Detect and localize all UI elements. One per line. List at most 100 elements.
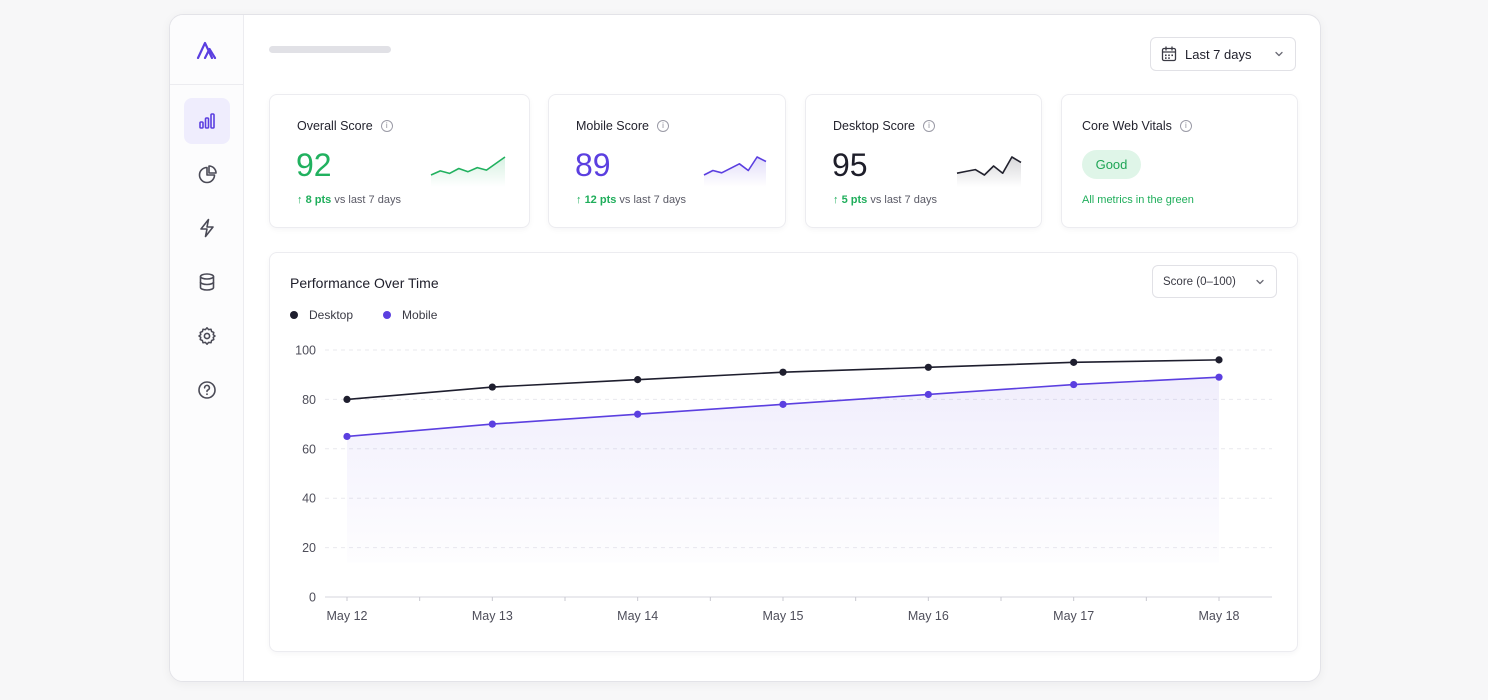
gear-icon [198,327,216,345]
sidebar-item-reports[interactable] [184,152,230,198]
overall-delta: ↑ 8 pts vs last 7 days [297,194,401,206]
legend-item-mobile[interactable]: Mobile [383,308,437,322]
data-point-desktop[interactable] [488,383,496,391]
mobile-area [347,377,1219,563]
card-title: Mobile Score [576,119,649,133]
delta-suffix: vs last 7 days [334,194,401,206]
x-tick-label: May 14 [617,609,658,623]
chart-legend: Desktop Mobile [290,308,437,322]
mobile-score-card: Mobile Score i 89 ↑ 12 pts vs last 7 day… [548,94,786,228]
overall-sparkline [430,156,506,187]
pie-chart-icon [198,165,217,184]
x-tick-label: May 16 [908,609,949,623]
y-tick-label: 100 [295,344,316,358]
data-point-desktop[interactable] [1070,358,1078,366]
performance-chart: 0 20 40 60 80 100 May 12 May 13 May 14 May 15 May … [295,344,1272,623]
legend-dot [383,311,392,319]
card-title: Overall Score [297,119,373,133]
sparkline-line [430,156,506,176]
date-range-label: Last 7 days [1185,46,1252,62]
sparkline-area [704,157,766,187]
sidebar-item-analytics[interactable] [184,98,230,144]
chart-title: Performance Over Time [290,275,439,291]
app-window: Last 7 days Overall Score i 92 ↑ 8 pts v… [169,14,1321,682]
status-badge: Good [1082,150,1141,179]
calendar-icon [1161,46,1177,62]
page-title-placeholder [269,46,391,53]
sparkline-area [957,157,1021,187]
x-tick-label: May 18 [1199,609,1240,623]
desktop-sparkline [956,156,1022,187]
sidebar-item-performance[interactable] [184,205,230,251]
delta-suffix: vs last 7 days [619,194,687,206]
help-circle-icon [198,381,216,399]
logo-icon [196,41,217,59]
mobile-score-value: 89 [575,147,611,183]
delta-value: 5 pts [841,194,868,206]
sidebar [170,15,244,681]
data-point-desktop[interactable] [343,395,351,403]
card-title: Core Web Vitals [1082,119,1172,133]
logo[interactable] [170,15,244,85]
data-point-mobile[interactable] [634,410,642,418]
delta-suffix: vs last 7 days [870,194,937,206]
y-tick-label: 40 [302,492,316,506]
info-icon[interactable]: i [922,120,935,132]
data-point-mobile[interactable] [343,432,351,441]
overall-score-value: 92 [296,147,332,183]
data-point-desktop[interactable] [1215,356,1223,364]
bar-chart-icon [199,113,215,129]
desktop-score-card: Desktop Score i 95 ↑ 5 pts vs last 7 day… [805,94,1042,228]
info-icon[interactable]: i [656,120,669,132]
x-tick-label: May 17 [1053,609,1094,623]
y-tick-label: 60 [302,442,316,456]
sparkline-line [703,156,767,176]
chevron-down-icon [1275,51,1283,57]
data-point-mobile[interactable] [488,420,496,428]
info-icon[interactable]: i [1179,120,1192,132]
x-tick-label: May 12 [327,609,368,623]
lightning-icon [200,218,214,238]
y-tick-label: 0 [309,591,316,605]
data-point-desktop[interactable] [634,376,642,384]
data-point-desktop[interactable] [779,368,787,376]
metric-select-label: Score (0–100) [1163,275,1236,288]
main-content: Last 7 days Overall Score i 92 ↑ 8 pts v… [245,15,1320,681]
data-point-mobile[interactable] [1215,373,1223,381]
performance-chart-panel: 0 20 40 60 80 100 May 12 May 13 May 14 May 15 May … [269,252,1298,652]
core-web-vitals-card: Core Web Vitals i Good All metrics in th… [1061,94,1298,228]
desktop-delta: ↑ 5 pts vs last 7 days [833,194,937,206]
arrow-up-icon: ↑ [833,194,842,206]
data-point-desktop[interactable] [924,363,932,371]
overall-score-card: Overall Score i 92 ↑ 8 pts vs last 7 day… [269,94,530,228]
data-point-mobile[interactable] [1070,380,1078,389]
y-tick-label: 20 [302,541,316,555]
arrow-up-icon: ↑ [576,194,585,206]
metric-select[interactable]: Score (0–100) [1152,265,1277,298]
delta-value: 8 pts [305,194,332,206]
y-tick-label: 80 [302,393,316,407]
database-icon [199,273,215,291]
sidebar-item-help[interactable] [184,367,230,413]
legend-item-desktop[interactable]: Desktop [290,308,353,322]
delta-value: 12 pts [584,194,617,206]
data-point-mobile[interactable] [924,390,932,399]
date-range-select[interactable]: Last 7 days [1150,37,1296,71]
desktop-score-value: 95 [832,147,868,183]
mobile-sparkline [703,156,767,187]
x-tick-label: May 13 [472,609,513,623]
legend-dot [290,311,298,319]
legend-label: Mobile [402,308,438,322]
card-title: Desktop Score [833,119,915,133]
info-icon[interactable]: i [380,120,393,132]
mobile-delta: ↑ 12 pts vs last 7 days [576,194,686,206]
sidebar-item-data[interactable] [184,259,230,305]
legend-label: Desktop [309,308,354,322]
sparkline-line [956,156,1022,176]
sidebar-item-settings[interactable] [184,313,230,359]
arrow-up-icon: ↑ [297,194,306,206]
data-point-mobile[interactable] [779,400,787,408]
x-tick-label: May 15 [763,609,804,623]
cwv-note: All metrics in the green [1082,194,1194,206]
chevron-down-icon [1256,279,1264,284]
